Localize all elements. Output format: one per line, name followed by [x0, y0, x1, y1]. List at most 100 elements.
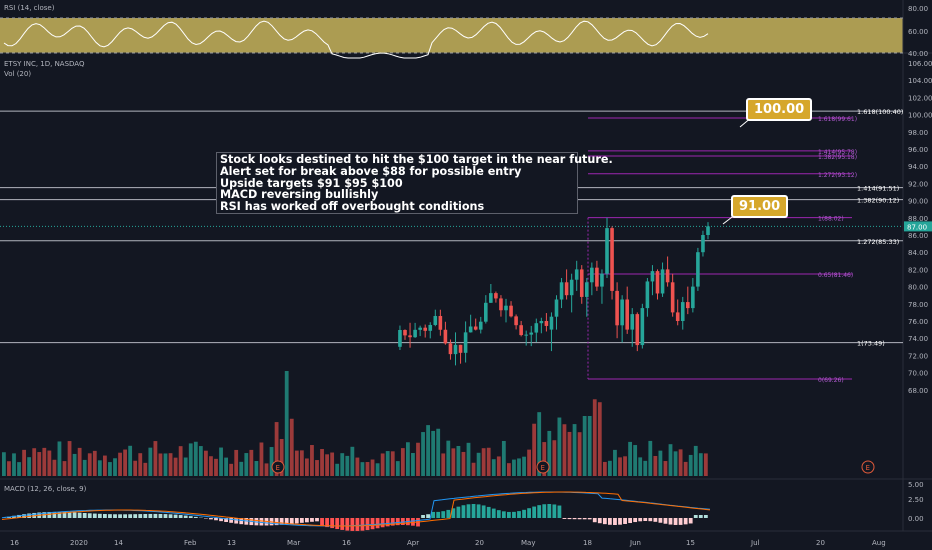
macd-histogram-bar [390, 518, 395, 526]
volume-bar [400, 448, 405, 476]
volume-bar [527, 449, 531, 476]
macd-histogram-bar [643, 518, 648, 522]
macd-histogram-bar [82, 512, 87, 518]
volume-bar [375, 463, 380, 476]
macd-histogram-bar [476, 504, 481, 518]
rsi-tick-label: 80.00 [908, 5, 928, 13]
time-tick-label: 2020 [70, 539, 88, 547]
macd-histogram-bar [279, 518, 284, 525]
macd-histogram-bar [507, 511, 511, 518]
candle-body [605, 228, 609, 274]
earnings-marker [271, 460, 285, 474]
macd-histogram-bar [320, 518, 324, 527]
macd-histogram-bar [27, 513, 32, 518]
volume-bar [517, 458, 521, 476]
volume-bar [47, 450, 52, 476]
volume-bar [663, 461, 668, 476]
fib-ext-label: 0(69.26) [818, 377, 844, 384]
candle-body [468, 326, 473, 333]
volume-bar [597, 402, 602, 476]
volume-bar [229, 463, 234, 476]
candle-body [585, 282, 589, 297]
time-tick-label: Apr [407, 539, 419, 547]
volume-bar [128, 445, 133, 476]
candle-body [448, 343, 453, 355]
volume-bar [587, 416, 592, 476]
macd-histogram-bar [547, 504, 552, 518]
macd-label: MACD (12, 26, close, 9) [4, 485, 87, 493]
macd-histogram-bar [426, 514, 430, 518]
volume-bar [678, 449, 683, 476]
earnings-marker [861, 460, 875, 474]
earnings-marker-text: E [866, 464, 870, 472]
volume-bar [608, 460, 612, 476]
volume-bar [259, 442, 264, 476]
candle-body [403, 330, 407, 336]
volume-bar [395, 461, 400, 476]
volume-bar [370, 459, 375, 476]
macd-histogram-bar [623, 518, 627, 524]
time-tick-label: 20 [816, 539, 825, 547]
macd-histogram-bar [274, 518, 279, 526]
volume-bar [350, 446, 355, 476]
candle-body [519, 325, 523, 336]
macd-histogram-bar [370, 518, 375, 530]
macd-histogram-bar [663, 518, 668, 524]
price-tick-label: 104.00 [908, 77, 932, 85]
target-91-callout[interactable]: 91.00 [731, 195, 789, 218]
macd-histogram-bar [178, 515, 183, 518]
candle-body [595, 267, 599, 287]
macd-histogram-bar [577, 518, 582, 520]
candle-body [660, 269, 665, 294]
macd-histogram-bar [501, 511, 506, 518]
volume-bar [320, 449, 324, 476]
volume-bar [456, 445, 461, 476]
macd-histogram-bar [108, 514, 112, 518]
candle-body [600, 273, 604, 287]
macd-histogram-bar [143, 513, 148, 518]
candle-body [680, 302, 685, 321]
candle-body [514, 316, 518, 326]
target-100-callout[interactable]: 100.00 [746, 98, 813, 121]
macd-histogram-bar [451, 508, 456, 518]
macd-histogram-bar [62, 512, 67, 518]
volume-bar [284, 371, 289, 476]
volume-bar [633, 445, 638, 476]
volume-bar [522, 456, 526, 476]
volume-bar [628, 441, 632, 476]
time-tick-label: 20 [475, 539, 484, 547]
macd-histogram-bar [400, 518, 405, 526]
volume-bar [466, 442, 471, 476]
macd-histogram-bar [436, 511, 441, 518]
earnings-marker-text: E [276, 464, 280, 472]
macd-histogram-bar [608, 518, 612, 525]
macd-histogram-bar [496, 510, 501, 518]
macd-histogram-bar [471, 504, 476, 518]
volume-bar [310, 445, 314, 476]
volume-bar [7, 461, 11, 476]
candle-body [559, 282, 564, 300]
volume-bar [345, 455, 350, 476]
volume-bar [279, 439, 284, 476]
macd-histogram-bar [542, 504, 547, 518]
time-tick-label: 14 [114, 539, 123, 547]
candle-body [625, 299, 629, 330]
volume-bar [582, 416, 587, 476]
price-tick-label: 88.00 [908, 215, 928, 223]
macd-histogram-bar [587, 518, 592, 520]
volume-bar [173, 457, 178, 476]
macd-histogram-bar [97, 513, 102, 518]
candle-body [549, 316, 554, 330]
fib-ext-label: 0.65(81.46) [818, 272, 853, 279]
candle-body [539, 320, 544, 324]
candle-body [458, 344, 463, 353]
macd-histogram-bar [527, 508, 531, 518]
volume-bar [602, 461, 607, 476]
candle-body [670, 282, 675, 313]
note-line: Stock looks destined to hit the $100 tar… [220, 153, 613, 166]
rsi-label: RSI (14, close) [4, 4, 55, 12]
macd-histogram-bar [360, 518, 365, 531]
volume-bar [507, 463, 511, 476]
macd-histogram-bar [658, 518, 663, 523]
candle-body [554, 299, 559, 317]
